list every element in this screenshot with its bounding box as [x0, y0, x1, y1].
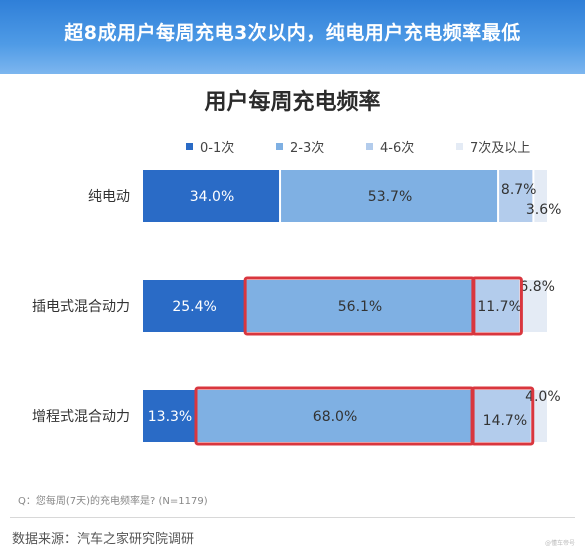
legend-swatch	[366, 142, 373, 150]
bar-segment	[143, 280, 245, 332]
legend-label: 4-6次	[380, 140, 415, 156]
highlight-box	[470, 386, 535, 446]
legend: 0-1次 2-3次 4-6次 7次及以上	[186, 136, 546, 156]
category-label: 增程式混合动力	[32, 409, 130, 425]
legend-item: 2-3次	[276, 136, 366, 156]
data-label: 6.8%	[519, 279, 555, 295]
bar-segment	[499, 170, 533, 222]
bar-segment	[143, 390, 195, 442]
data-label: 8.7%	[501, 182, 537, 198]
legend-swatch	[456, 142, 463, 150]
chart-title: 用户每周充电频率	[204, 90, 381, 115]
legend-label: 0-1次	[200, 140, 235, 156]
data-label: 25.4%	[172, 299, 216, 315]
legend-item: 4-6次	[366, 136, 456, 156]
bar-segment	[473, 390, 531, 442]
data-label: 56.1%	[338, 299, 382, 315]
bar-segment	[246, 280, 472, 332]
banner-title: 超8成用户每周充电3次以内，纯电用户充电频率最低	[64, 21, 521, 44]
category-label: 插电式混合动力	[32, 299, 130, 315]
highlight-box	[471, 276, 523, 336]
category-label: 纯电动	[88, 189, 130, 205]
bar-segment	[196, 390, 472, 442]
legend-swatch	[186, 142, 193, 150]
bar-segment	[534, 170, 547, 222]
bar-segment	[281, 170, 498, 222]
data-label: 13.3%	[148, 409, 192, 425]
legend-item: 0-1次	[186, 136, 276, 156]
bar-segment	[473, 280, 520, 332]
data-label: 3.6%	[526, 202, 562, 218]
banner: 超8成用户每周充电3次以内，纯电用户充电频率最低	[0, 0, 585, 74]
data-label: 68.0%	[313, 409, 357, 425]
bar-segment	[521, 280, 547, 332]
bar-segment	[143, 170, 280, 222]
footer-divider	[10, 517, 575, 518]
survey-question: Q：您每周(7天)的充电频率是? (N=1179)	[18, 496, 208, 507]
data-label: 14.7%	[483, 413, 527, 429]
legend-label: 7次及以上	[470, 140, 531, 156]
legend-item: 7次及以上	[456, 136, 546, 156]
data-label: 34.0%	[190, 189, 234, 205]
data-label: 11.7%	[477, 299, 521, 315]
data-label: 53.7%	[368, 189, 412, 205]
legend-swatch	[276, 142, 283, 150]
legend-label: 2-3次	[290, 140, 325, 156]
bar-segment	[532, 390, 547, 442]
data-label: 4.0%	[525, 389, 561, 405]
watermark: @懂车帝号	[544, 540, 575, 547]
data-source: 数据来源：汽车之家研究院调研	[12, 532, 195, 547]
